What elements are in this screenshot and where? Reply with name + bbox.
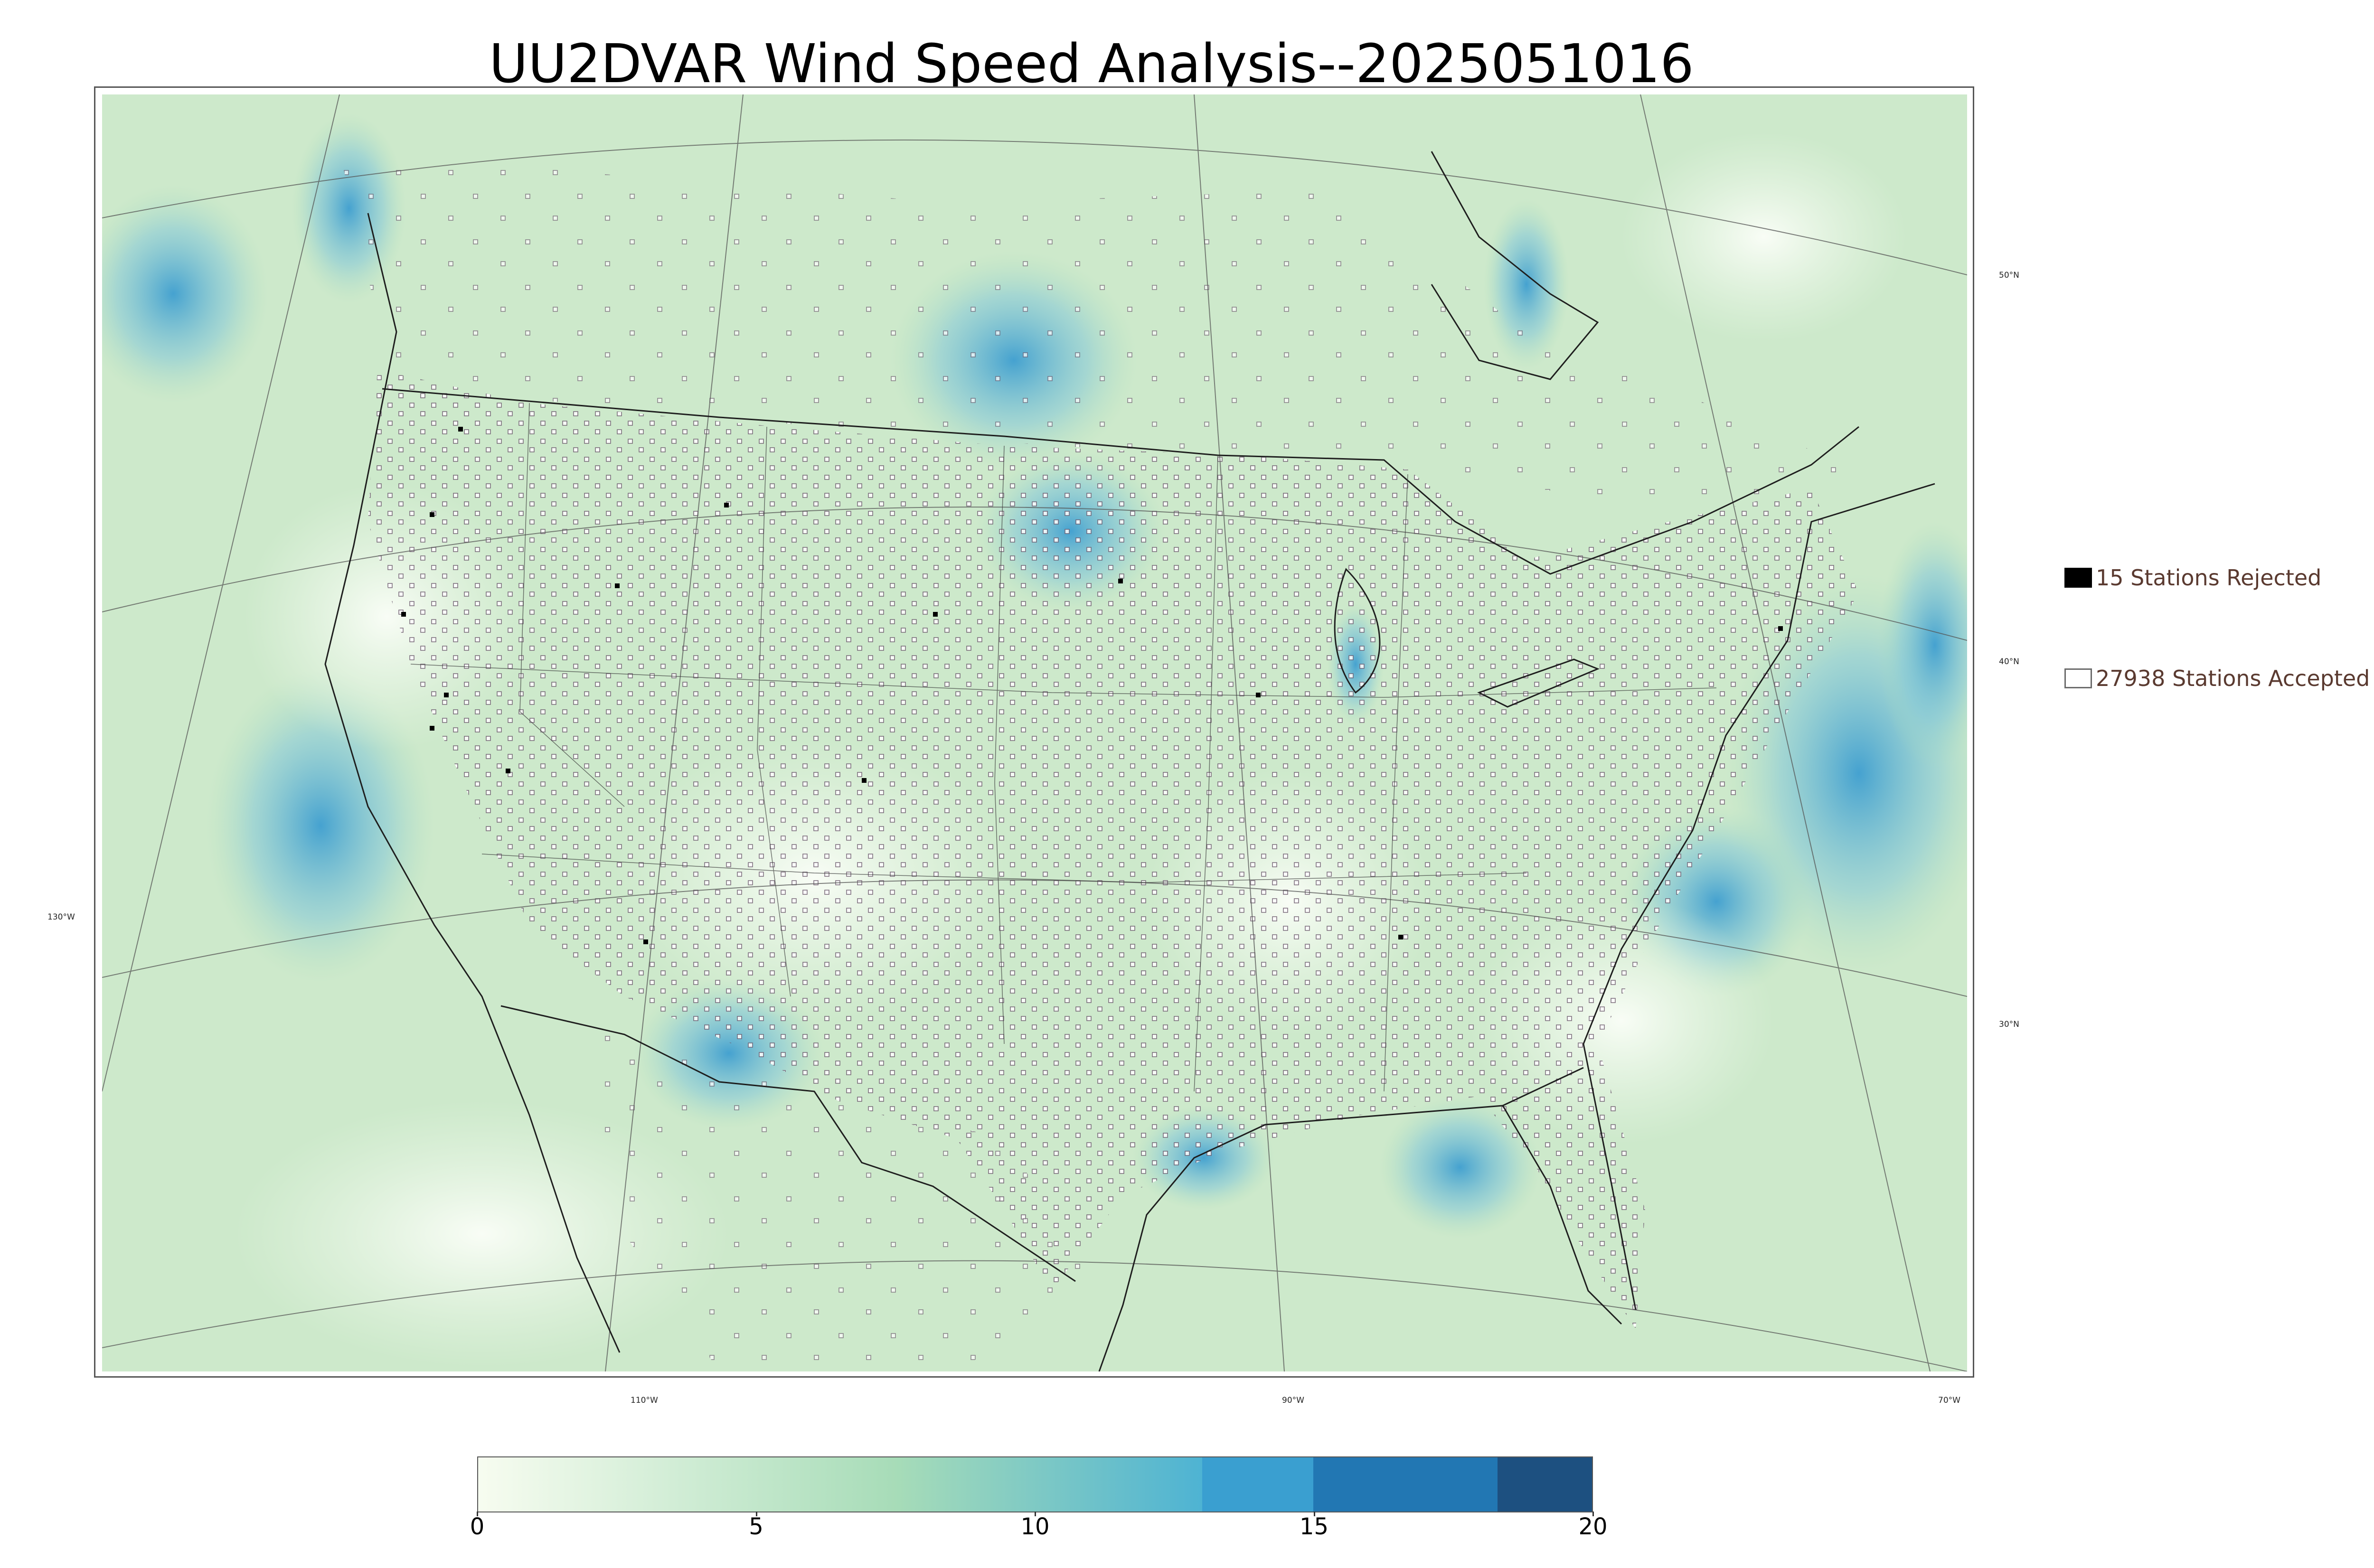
lon-label-130w: 130°W [47, 912, 75, 922]
colorbar-segment [1202, 1457, 1314, 1512]
lake-erie [1477, 658, 1600, 708]
colorbar-tick-mark [477, 1512, 478, 1516]
map-panel[interactable] [94, 86, 1974, 1378]
legend-rejected-label: 15 Stations Rejected [2096, 565, 2322, 591]
lat-label-50n: 50°N [1999, 271, 2019, 280]
rejected-stations [401, 427, 1783, 944]
legend-rejected: 15 Stations Rejected [2064, 565, 2321, 591]
coastlines-and-borders [324, 151, 1935, 1371]
station-observations [339, 151, 1859, 1371]
colorbar-tick-label: 20 [1578, 1513, 1608, 1540]
map-title: UU2DVAR Wind Speed Analysis--2025051016 [489, 33, 1694, 95]
lat-label-30n: 30°N [1999, 1020, 2019, 1029]
lon-label-90w: 90°W [1282, 1396, 1304, 1405]
colorbar-segment [1313, 1457, 1498, 1512]
rejected-station-swatch [2064, 568, 2092, 588]
colorbar-tick-label: 0 [470, 1513, 485, 1540]
us-canada-border [382, 388, 1859, 575]
conus-stations [368, 370, 1859, 1329]
colorbar-segment [895, 1457, 1202, 1512]
legend-accepted: 27938 Stations Accepted [2064, 666, 2370, 691]
colorbar-tick-mark [1592, 1512, 1594, 1516]
colorbar-tick-mark [755, 1512, 757, 1516]
hudson-bay [1431, 151, 1599, 380]
lon-label-70w: 70°W [1938, 1396, 1960, 1405]
pacific-coast [324, 213, 621, 1353]
us-mexico-border [500, 1005, 1076, 1282]
graticule [102, 94, 1967, 1371]
legend-accepted-label: 27938 Stations Accepted [2096, 666, 2370, 691]
accepted-station-swatch [2064, 668, 2092, 688]
colorbar-tick-label: 10 [1020, 1513, 1050, 1540]
atlantic-coast [1583, 483, 1935, 1310]
colorbar-segment [478, 1457, 896, 1512]
great-lakes [1334, 568, 1381, 694]
lon-label-110w: 110°W [631, 1396, 658, 1405]
colorbar-tick-mark [1313, 1512, 1315, 1516]
florida [1502, 1105, 1622, 1325]
mexico-stations [577, 1020, 1099, 1371]
wind-speed-map[interactable] [102, 94, 1967, 1371]
state-borders [410, 403, 1717, 1092]
lat-label-40n: 40°N [1999, 657, 2019, 667]
colorbar-tick-label: 15 [1299, 1513, 1329, 1540]
wind-speed-colorbar [477, 1456, 1593, 1512]
canada-stations [339, 151, 1859, 512]
colorbar-tick-label: 5 [749, 1513, 763, 1540]
colorbar-tick-mark [1035, 1512, 1036, 1516]
gulf-coast [1098, 1067, 1584, 1371]
colorbar-segment [1497, 1457, 1592, 1512]
